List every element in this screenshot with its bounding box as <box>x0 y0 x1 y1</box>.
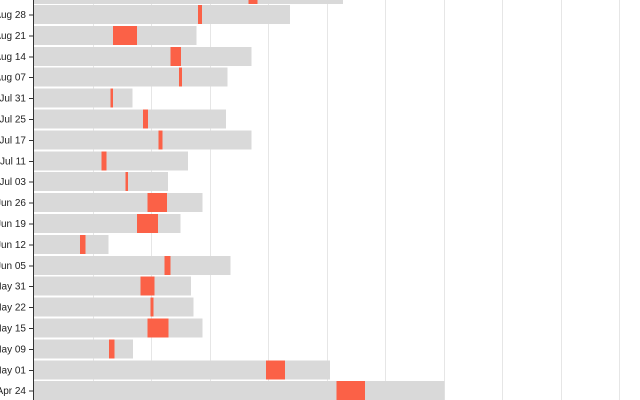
bar-highlight <box>336 381 366 400</box>
bar <box>34 214 181 233</box>
bar-highlight <box>147 193 167 213</box>
category-label: Jun 26 <box>0 198 26 209</box>
bars <box>34 0 445 400</box>
category-label: Jul 11 <box>0 156 26 167</box>
bar-highlight <box>170 46 181 66</box>
bar-highlight <box>197 5 202 24</box>
category-label: May 01 <box>0 365 26 376</box>
gridlines <box>93 0 620 400</box>
category-label: Jun 05 <box>0 261 26 272</box>
bar <box>34 5 291 24</box>
category-label: Jul 31 <box>0 94 26 105</box>
bar <box>34 172 168 192</box>
bar <box>34 88 133 108</box>
bar <box>34 360 331 380</box>
category-label: May 22 <box>0 303 26 314</box>
bar-highlight <box>110 88 113 108</box>
bar-highlight <box>266 360 285 380</box>
bar <box>34 151 188 171</box>
bar <box>34 276 191 296</box>
bar <box>34 130 252 150</box>
bar-highlight <box>80 234 86 254</box>
bar <box>34 381 445 400</box>
category-label: May 09 <box>0 344 26 355</box>
bar <box>34 109 226 129</box>
bar-highlight <box>140 276 155 296</box>
category-label: Jul 25 <box>0 115 26 126</box>
bar-top-partial-highlight <box>248 0 258 4</box>
bar <box>34 297 194 317</box>
category-label: Aug 21 <box>0 31 26 42</box>
bar-highlight <box>164 255 171 275</box>
bar <box>34 255 231 275</box>
bar-highlight <box>136 214 159 233</box>
bar-highlight <box>150 297 154 317</box>
bar-highlight <box>179 67 183 87</box>
category-labels: Aug 28 Aug 21 Aug 14 Aug 07 Jul 31 Jul 25 Jul … <box>0 10 33 397</box>
bar-highlight <box>142 109 149 129</box>
bar-highlight <box>147 318 169 338</box>
category-label: Jul 17 <box>0 135 26 146</box>
category-label: Jul 03 <box>0 177 26 188</box>
bar-highlight <box>101 151 107 171</box>
bar <box>34 46 252 66</box>
bar <box>34 193 203 213</box>
category-label: Aug 07 <box>0 73 26 84</box>
bar-highlight <box>108 339 115 359</box>
bar-highlight <box>158 130 163 150</box>
bar <box>34 67 228 87</box>
category-label: Aug 28 <box>0 10 26 21</box>
bar-highlight <box>112 25 137 45</box>
category-label: Apr 24 <box>0 386 26 397</box>
category-label: Jun 19 <box>0 219 26 230</box>
bar-highlight <box>125 172 129 192</box>
bar-top-partial <box>34 0 343 4</box>
category-label: Aug 14 <box>0 52 26 63</box>
category-label: Jun 12 <box>0 240 26 251</box>
category-label: May 15 <box>0 324 26 335</box>
bar <box>34 234 109 254</box>
bar <box>34 339 133 359</box>
category-label: May 31 <box>0 282 26 293</box>
bar <box>34 318 203 338</box>
